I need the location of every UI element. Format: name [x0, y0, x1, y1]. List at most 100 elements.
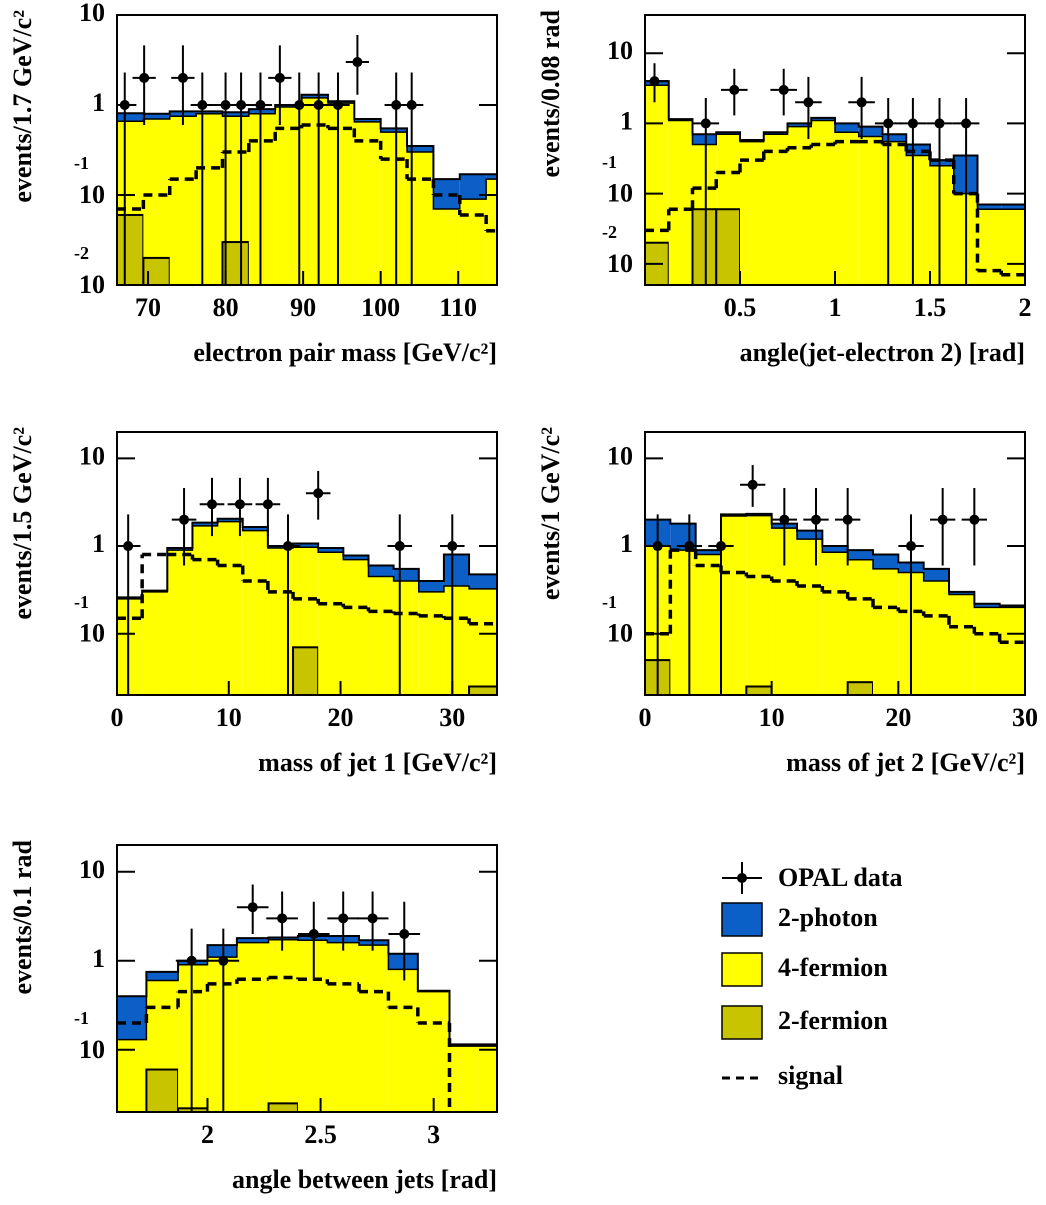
data-point [283, 541, 293, 552]
bar-4-fermion [142, 591, 168, 695]
x-tick-label: 20 [328, 703, 354, 732]
stack-outline [645, 84, 1025, 285]
data-point [394, 541, 405, 552]
bar-4-fermion [858, 136, 883, 285]
data-point [197, 100, 208, 110]
bar-4-fermion [716, 134, 740, 210]
legend-symbol [721, 902, 763, 937]
data-point [406, 100, 417, 110]
plot-frame [116, 431, 498, 696]
x-tick-label: 0.5 [724, 293, 757, 322]
stack-outline [645, 512, 1025, 695]
data-point [338, 913, 349, 924]
bar-2-photon [368, 565, 394, 577]
data-point [811, 514, 821, 525]
y-tick-label: 10 [79, 180, 105, 209]
x-tick-label: 20 [885, 703, 911, 732]
bar-4-fermion [167, 550, 193, 695]
y-tick-exponent: -1 [74, 153, 89, 173]
bar-4-fermion [433, 208, 460, 285]
legend-symbol [737, 873, 747, 883]
bar-4-fermion [645, 85, 669, 243]
y-tick-label: 10 [79, 619, 105, 648]
y-tick-label: 1 [92, 529, 105, 558]
bar-2-photon [1001, 204, 1025, 210]
bar-4-fermion [318, 552, 344, 695]
bar-4-fermion [906, 155, 930, 285]
data-point [934, 118, 945, 129]
bar-2-photon [469, 574, 497, 589]
bar-4-fermion [999, 607, 1025, 695]
data-point [234, 499, 245, 510]
data-point [274, 72, 285, 83]
data-point [961, 118, 972, 129]
legend-label: 2-photon [778, 903, 878, 932]
bar-2-photon [167, 548, 193, 551]
bar-2-photon [949, 591, 975, 595]
bar-4-fermion [196, 113, 223, 285]
x-tick-label: 100 [361, 293, 400, 322]
bar-2-photon [207, 945, 237, 958]
bar-2-photon [835, 123, 859, 133]
x-tick-label: 1 [829, 293, 842, 322]
legend-label: OPAL data [778, 863, 902, 892]
bar-2-photon [143, 113, 170, 119]
y-tick-label: 1 [92, 944, 105, 973]
data-point [367, 913, 378, 924]
stack-outline [117, 934, 497, 1112]
x-tick-label: 0 [111, 703, 124, 732]
bar-4-fermion [117, 121, 144, 215]
x-tick-label: 30 [439, 703, 465, 732]
bar-4-fermion [217, 521, 243, 695]
legend-label: 4-fermion [778, 953, 888, 982]
bar-4-fermion [117, 1039, 147, 1112]
x-tick-label: 2.5 [304, 1120, 337, 1149]
plot-frame [116, 14, 498, 286]
bar-2-fermion [745, 685, 773, 695]
y-tick-exponent: -1 [602, 592, 617, 612]
data-point [308, 929, 319, 939]
y-tick-exponent: -1 [74, 592, 89, 612]
bar-4-fermion [974, 607, 1000, 695]
bar-4-fermion [207, 957, 237, 1112]
bar-4-fermion [343, 559, 369, 695]
bar-2-photon [354, 118, 381, 122]
y-tick-label: 1 [92, 88, 105, 117]
data-point [937, 514, 948, 525]
bar-2-fermion [846, 681, 875, 695]
data-point [747, 479, 758, 490]
data-point [649, 76, 660, 87]
data-point [842, 514, 853, 525]
bar-2-photon [388, 953, 418, 970]
x-tick-label: 90 [290, 293, 316, 322]
x-tick-label: 10 [759, 703, 785, 732]
x-tick-label: 110 [439, 293, 477, 322]
data-point [333, 100, 344, 110]
data-point [247, 902, 258, 913]
y-tick-exponent: -1 [74, 1008, 89, 1028]
y-tick-label: 10 [607, 179, 633, 208]
data-point [236, 100, 247, 110]
data-point [716, 541, 726, 552]
data-point [255, 100, 266, 110]
bar-2-photon [275, 105, 302, 108]
data-point [313, 100, 324, 110]
panel: 10 -1 1 10 0 10 20 30 mass of jet 2 [GeV/c²] even… [536, 427, 1038, 777]
bar-4-fermion [327, 103, 355, 285]
bar-2-fermion [177, 1107, 209, 1112]
bar-4-fermion [388, 969, 418, 1112]
bar-2-photon [146, 971, 179, 981]
bar-2-photon [977, 204, 1002, 210]
data-point [218, 955, 229, 966]
bar-4-fermion [787, 126, 812, 285]
data-point [277, 913, 288, 924]
bar-2-fermion [145, 1068, 180, 1112]
bar-2-photon [242, 526, 268, 531]
legend-label: signal [778, 1061, 843, 1090]
y-tick-label: 1 [620, 529, 633, 558]
y-axis-label: events/0.08 rad [536, 9, 565, 177]
data-point [803, 97, 814, 108]
bar-4-fermion [301, 97, 328, 285]
